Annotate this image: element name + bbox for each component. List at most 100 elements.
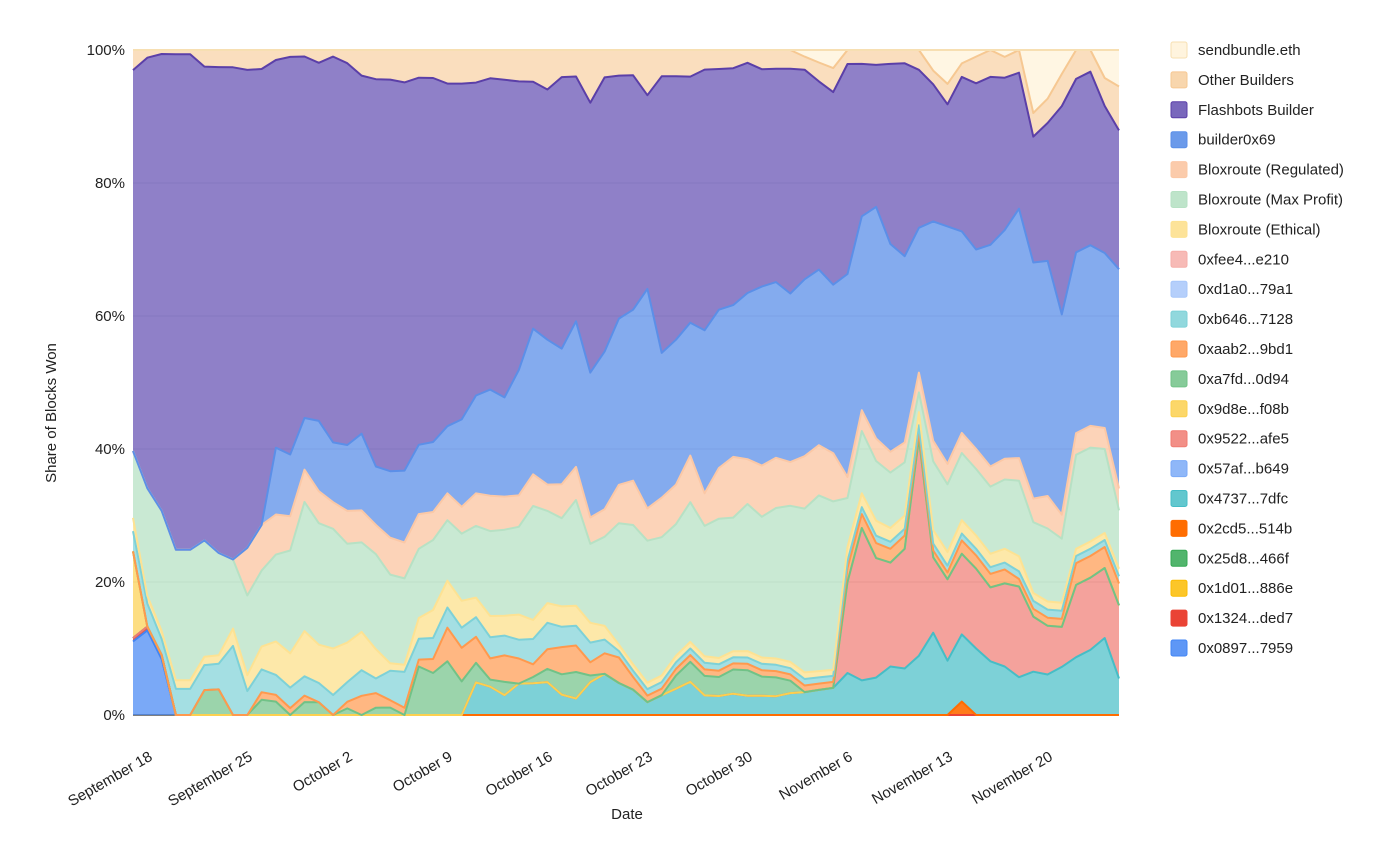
legend-label: Bloxroute (Max Profit) <box>1198 192 1343 209</box>
x-tick-label: October 30 <box>683 748 756 800</box>
legend-label: 0x0897...7959 <box>1198 640 1293 657</box>
legend-item: 0x0897...7959 <box>1170 639 1293 657</box>
x-tick-label: November 6 <box>776 748 855 804</box>
line-0xaab2-9bd1 <box>132 430 1120 716</box>
area-bloxroute-max-profit- <box>133 392 1119 683</box>
line-builder0x69 <box>132 205 1120 561</box>
legend-swatch <box>1170 549 1188 567</box>
line-0xb646-7128 <box>132 424 1120 696</box>
area-bloxroute-regulated- <box>133 372 1119 596</box>
line-flashbots-builder <box>132 53 1120 138</box>
legend-item: 0x9d8e...f08b <box>1170 400 1289 418</box>
legend-item: Other Builders <box>1170 71 1294 89</box>
x-tick-label: October 23 <box>583 748 656 800</box>
legend-item: 0xfee4...e210 <box>1170 250 1289 268</box>
legend-item: 0x25d8...466f <box>1170 549 1290 567</box>
legend-swatch <box>1170 400 1188 418</box>
legend-label: 0xb646...7128 <box>1198 311 1293 328</box>
legend-swatch <box>1170 430 1188 448</box>
legend-swatch <box>1170 639 1188 657</box>
y-tick-label: 60% <box>95 308 125 325</box>
area-builder0x69 <box>133 206 1119 560</box>
legend-swatch <box>1170 310 1188 328</box>
legend-label: 0x9d8e...f08b <box>1198 401 1289 418</box>
legend-label: sendbundle.eth <box>1198 42 1301 59</box>
legend-label: 0x57af...b649 <box>1198 461 1289 478</box>
line-bloxroute-max-profit- <box>132 391 1120 597</box>
legend-label: 0x9522...afe5 <box>1198 431 1289 448</box>
x-tick-label: October 9 <box>390 748 456 796</box>
line-0xa7fd-0d94 <box>132 437 1120 716</box>
legend-swatch <box>1170 490 1188 507</box>
legend-item: Bloxroute (Max Profit) <box>1170 191 1343 209</box>
legend-item: builder0x69 <box>1170 131 1276 149</box>
legend-item: 0x1d01...886e <box>1170 579 1293 597</box>
legend-label: Other Builders <box>1198 72 1294 89</box>
legend-swatch <box>1170 340 1188 358</box>
x-tick-label: September 25 <box>165 748 255 810</box>
legend-item: 0x9522...afe5 <box>1170 430 1289 448</box>
area-flashbots-builder <box>133 54 1119 560</box>
area-0x4737-7dfc <box>133 626 1119 715</box>
legend-item: Flashbots Builder <box>1170 101 1314 119</box>
legend-label: 0x2cd5...514b <box>1198 520 1292 537</box>
legend-item: sendbundle.eth <box>1170 41 1301 59</box>
legend-label: 0x4737...7dfc <box>1198 491 1289 508</box>
area-0xb646-7128 <box>133 425 1119 715</box>
legend-item: 0x57af...b649 <box>1170 460 1289 478</box>
legend-item: 0xd1a0...79a1 <box>1170 280 1293 298</box>
legend-label: builder0x69 <box>1198 132 1276 149</box>
legend-item: 0xb646...7128 <box>1170 310 1293 328</box>
legend-label: Bloxroute (Ethical) <box>1198 221 1321 238</box>
y-axis-title: Share of Blocks Won <box>43 343 60 483</box>
legend-label: 0xa7fd...0d94 <box>1198 371 1289 388</box>
x-axis-title: Date <box>611 806 643 823</box>
legend-item: 0x2cd5...514b <box>1170 519 1292 537</box>
y-axis-ticks: 0% 20% 40% 60% 80% 100% <box>87 42 125 724</box>
area-0x9522-afe5 <box>133 438 1119 715</box>
x-axis-ticks: September 18 September 25 October 2 October… <box>65 748 1055 810</box>
legend-item: 0x4737...7dfc <box>1170 490 1289 508</box>
legend-swatch <box>1170 161 1188 179</box>
legend-label: Bloxroute (Regulated) <box>1198 162 1344 179</box>
series-lines <box>132 49 1120 716</box>
legend-label: 0xd1a0...79a1 <box>1198 281 1293 298</box>
y-tick-label: 0% <box>103 707 125 724</box>
y-tick-label: 40% <box>95 441 125 458</box>
legend-swatch <box>1170 519 1188 537</box>
y-tick-label: 100% <box>87 42 125 59</box>
x-tick-label: November 20 <box>969 748 1055 808</box>
legend-swatch <box>1170 460 1188 478</box>
legend-swatch <box>1170 220 1188 238</box>
legend-item: Bloxroute (Ethical) <box>1170 220 1321 238</box>
legend-label: 0x1324...ded7 <box>1198 610 1293 627</box>
legend-item: 0xaab2...9bd1 <box>1170 340 1293 358</box>
x-tick-label: September 18 <box>65 748 155 810</box>
legend-item: 0x1324...ded7 <box>1170 609 1293 627</box>
legend-swatch <box>1170 101 1188 119</box>
legend-label: Flashbots Builder <box>1198 102 1314 119</box>
line-bloxroute-ethical- <box>132 411 1120 684</box>
legend-label: 0x25d8...466f <box>1198 550 1290 567</box>
legend-swatch <box>1170 131 1188 149</box>
y-tick-label: 20% <box>95 574 125 591</box>
legend-item: Bloxroute (Regulated) <box>1170 161 1344 179</box>
legend-item: 0xa7fd...0d94 <box>1170 370 1289 388</box>
legend-swatch <box>1170 41 1188 59</box>
legend: sendbundle.eth Other Builders Flashbots Bu… <box>1170 41 1344 657</box>
legend-swatch <box>1170 370 1188 388</box>
legend-swatch <box>1170 280 1188 298</box>
legend-label: 0xfee4...e210 <box>1198 251 1289 268</box>
line-bloxroute-regulated- <box>132 371 1120 561</box>
legend-swatch <box>1170 579 1188 597</box>
x-tick-label: October 2 <box>290 748 356 796</box>
x-tick-label: November 13 <box>869 748 955 808</box>
legend-swatch <box>1170 191 1188 208</box>
x-tick-label: October 16 <box>483 748 556 800</box>
area-other-builders <box>133 50 1119 137</box>
legend-swatch <box>1170 609 1188 627</box>
legend-label: 0xaab2...9bd1 <box>1198 341 1293 358</box>
legend-label: 0x1d01...886e <box>1198 580 1293 597</box>
